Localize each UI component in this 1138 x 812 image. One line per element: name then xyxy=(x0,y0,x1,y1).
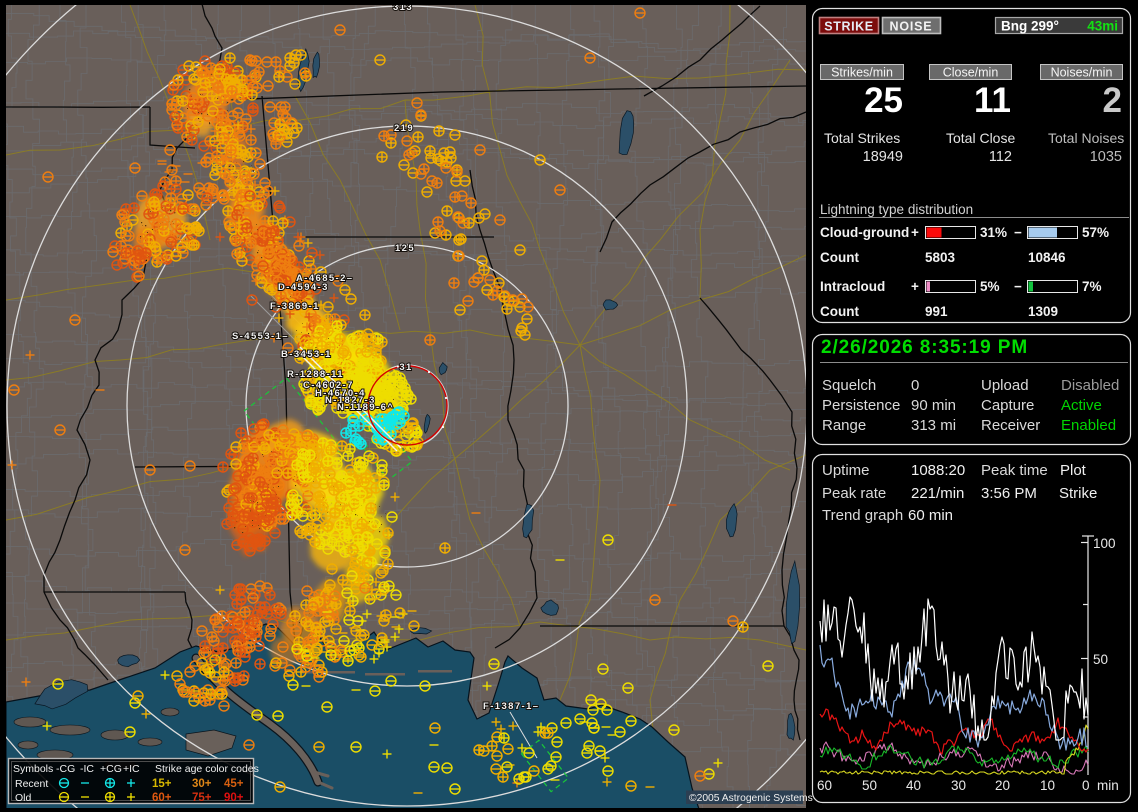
svg-text:45+: 45+ xyxy=(224,778,244,790)
svg-text:31%: 31% xyxy=(980,225,1007,240)
svg-text:+: + xyxy=(911,279,919,294)
svg-text:−: − xyxy=(1014,279,1022,294)
svg-text:112: 112 xyxy=(989,149,1012,165)
svg-text:STRIKE: STRIKE xyxy=(824,20,873,34)
svg-text:N-1827-3: N-1827-3 xyxy=(325,395,376,406)
svg-text:Trend graph: Trend graph xyxy=(822,507,903,524)
svg-text:3:56 PM: 3:56 PM xyxy=(981,485,1037,502)
svg-text:Bng 299°: Bng 299° xyxy=(1001,19,1059,34)
svg-text:50: 50 xyxy=(862,778,877,793)
svg-text:Upload: Upload xyxy=(981,377,1029,394)
svg-text:10: 10 xyxy=(1040,778,1055,793)
svg-text:313: 313 xyxy=(393,2,413,13)
svg-text:Squelch: Squelch xyxy=(822,377,876,394)
svg-text:Capture: Capture xyxy=(981,397,1034,414)
svg-text:30: 30 xyxy=(951,778,966,793)
svg-text:F-3869-1: F-3869-1 xyxy=(270,301,320,312)
svg-text:A-4685-2–: A-4685-2– xyxy=(296,273,354,284)
svg-text:75+: 75+ xyxy=(192,792,212,804)
svg-text:1088:20: 1088:20 xyxy=(911,462,965,479)
svg-text:Noises/min: Noises/min xyxy=(1051,66,1113,80)
svg-text:219: 219 xyxy=(394,123,414,134)
svg-text:Total Noises: Total Noises xyxy=(1048,130,1124,146)
svg-text:-CG: -CG xyxy=(56,763,75,775)
svg-text:Count: Count xyxy=(820,250,859,265)
svg-text:−: − xyxy=(1014,225,1022,240)
svg-text:50: 50 xyxy=(1093,652,1108,667)
svg-text:+: + xyxy=(911,225,919,240)
svg-text:Close/min: Close/min xyxy=(943,66,999,80)
svg-text:Enabled: Enabled xyxy=(1061,417,1116,434)
svg-text:Plot: Plot xyxy=(1060,462,1087,479)
svg-text:60+: 60+ xyxy=(152,792,172,804)
svg-text:20: 20 xyxy=(995,778,1010,793)
svg-text:15+: 15+ xyxy=(152,778,172,790)
svg-text:Peak time: Peak time xyxy=(981,462,1048,479)
svg-text:991: 991 xyxy=(925,304,948,319)
svg-text:Strike age color codes: Strike age color codes xyxy=(155,763,259,775)
svg-text:N-1189-6^: N-1189-6^ xyxy=(337,402,394,413)
svg-text:100: 100 xyxy=(1093,536,1116,551)
svg-text:Lightning type distribution: Lightning type distribution xyxy=(820,202,973,217)
svg-text:57%: 57% xyxy=(1082,225,1109,240)
svg-text:-IC: -IC xyxy=(80,763,94,775)
svg-text:Total Strikes: Total Strikes xyxy=(824,130,900,146)
svg-text:+CG: +CG xyxy=(100,763,122,775)
svg-text:18949: 18949 xyxy=(863,149,903,165)
svg-text:2/26/2026 8:35:19 PM: 2/26/2026 8:35:19 PM xyxy=(821,337,1028,358)
svg-text:Persistence: Persistence xyxy=(822,397,900,414)
svg-text:+IC: +IC xyxy=(123,763,140,775)
svg-text:11: 11 xyxy=(974,81,1011,120)
svg-text:Uptime: Uptime xyxy=(822,462,870,479)
svg-text:Recent: Recent xyxy=(15,778,48,790)
svg-text:Strike: Strike xyxy=(1059,485,1097,502)
svg-text:30+: 30+ xyxy=(192,778,212,790)
svg-text:NOISE: NOISE xyxy=(890,20,933,34)
svg-text:7%: 7% xyxy=(1082,279,1102,294)
svg-text:25: 25 xyxy=(864,81,903,120)
svg-text:313 mi: 313 mi xyxy=(911,417,956,434)
svg-text:H-4670-4: H-4670-4 xyxy=(315,388,366,399)
svg-text:1035: 1035 xyxy=(1090,149,1122,165)
svg-text:C-4602-7: C-4602-7 xyxy=(303,380,354,391)
svg-text:60: 60 xyxy=(817,778,832,793)
svg-text:90 min: 90 min xyxy=(911,397,956,414)
svg-text:Disabled: Disabled xyxy=(1061,377,1119,394)
svg-text:0: 0 xyxy=(911,377,919,394)
svg-text:F-1387-1–: F-1387-1– xyxy=(483,701,539,712)
svg-text:2: 2 xyxy=(1103,81,1122,120)
svg-text:Intracloud: Intracloud xyxy=(820,279,885,294)
svg-text:43mi: 43mi xyxy=(1087,19,1118,34)
svg-text:125: 125 xyxy=(395,243,415,254)
svg-text:Active: Active xyxy=(1061,397,1102,414)
svg-text:©2005 Astrogenic Systems: ©2005 Astrogenic Systems xyxy=(689,793,813,804)
svg-text:5%: 5% xyxy=(980,279,1000,294)
svg-text:Strikes/min: Strikes/min xyxy=(831,66,893,80)
svg-text:Range: Range xyxy=(822,417,866,434)
svg-text:R-1288-11: R-1288-11 xyxy=(287,369,344,380)
svg-text:31: 31 xyxy=(399,362,412,373)
svg-text:0: 0 xyxy=(1082,778,1090,793)
svg-text:Cloud-ground: Cloud-ground xyxy=(820,225,909,240)
svg-text:Symbols: Symbols xyxy=(13,763,53,775)
svg-text:221/min: 221/min xyxy=(911,485,964,502)
svg-text:5803: 5803 xyxy=(925,250,956,265)
svg-text:Peak rate: Peak rate xyxy=(822,485,886,502)
svg-text:Total Close: Total Close xyxy=(946,130,1015,146)
svg-text:40: 40 xyxy=(906,778,921,793)
svg-text:B-3453-1: B-3453-1 xyxy=(281,349,332,360)
svg-text:60 min: 60 min xyxy=(908,507,953,524)
svg-text:90+: 90+ xyxy=(224,792,244,804)
svg-text:S-4553-1–: S-4553-1– xyxy=(232,331,289,342)
svg-text:min: min xyxy=(1097,778,1119,793)
svg-text:1309: 1309 xyxy=(1028,304,1058,319)
svg-text:Receiver: Receiver xyxy=(981,417,1040,434)
svg-text:Old: Old xyxy=(15,792,32,804)
svg-text:10846: 10846 xyxy=(1028,250,1066,265)
svg-text:D-4594-3: D-4594-3 xyxy=(278,282,329,293)
svg-text:Count: Count xyxy=(820,304,859,319)
